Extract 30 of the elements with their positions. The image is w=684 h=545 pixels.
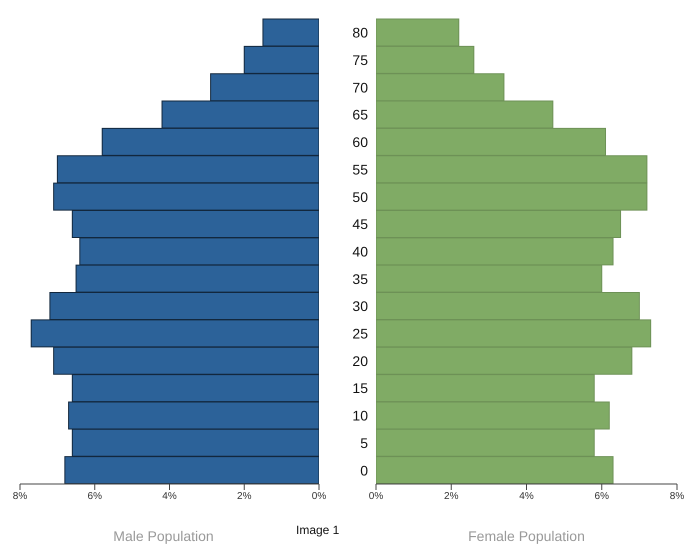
y-tick-label: 50 [352,188,368,205]
y-tick-label: 65 [352,106,368,123]
y-tick-label: 20 [352,352,368,369]
y-tick-label: 35 [352,270,368,287]
x-tick-label: 8% [12,491,28,502]
x-tick-label: 8% [670,491,684,502]
x-tick-label: 4% [162,491,177,502]
x-axis-title: Male Population [113,528,214,544]
y-tick-label: 55 [352,161,368,178]
text: Image 1 [296,523,340,537]
y-tick-label: 0 [360,462,368,478]
y-tick-label: 10 [352,408,368,424]
x-tick-label: 2% [444,491,459,502]
x-tick-label: 4% [519,491,534,502]
y-tick-label: 80 [352,24,368,41]
x-tick-label: 2% [237,491,252,502]
x-tick-label: 0% [368,491,384,502]
x-tick-label: 6% [594,491,610,502]
x-tick-label: 0% [312,491,326,502]
y-tick-label: 25 [352,326,368,342]
x-axis-title: Female Population [467,528,586,544]
y-tick-label: 60 [352,134,368,150]
y-tick-label: 75 [352,52,368,68]
y-tick-label: 5 [360,434,368,451]
y-tick-label: 45 [352,216,368,232]
x-tick-label: 6% [88,491,102,502]
y-tick-label: 30 [352,298,368,314]
y-tick-label: 15 [352,380,368,396]
y-tick-label: 40 [352,243,368,260]
y-tick-label: 70 [352,79,368,96]
